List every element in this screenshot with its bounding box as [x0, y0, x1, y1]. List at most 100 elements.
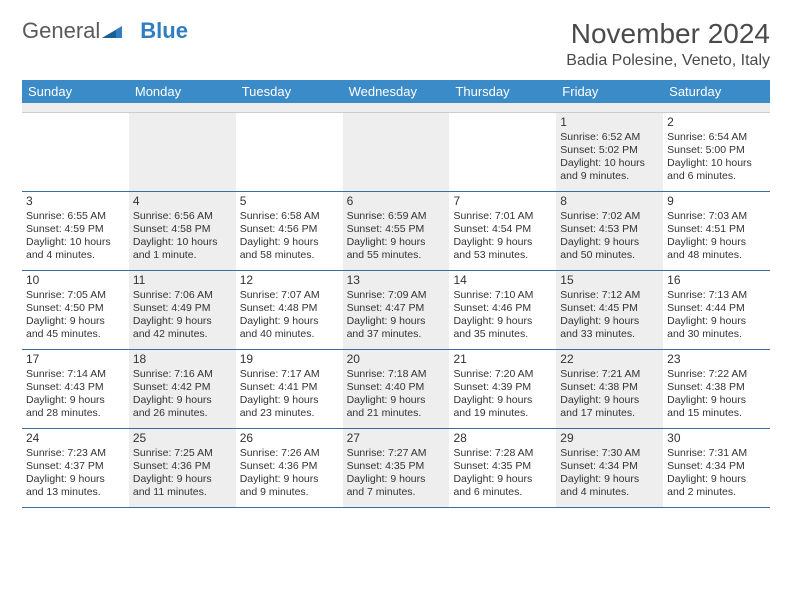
daylight-text: Daylight: 9 hours and 17 minutes.	[560, 394, 659, 420]
calendar-week: 10Sunrise: 7:05 AMSunset: 4:50 PM Dayligh…	[22, 271, 770, 350]
header-spacer	[22, 103, 770, 113]
calendar-cell: 26Sunrise: 7:26 AMSunset: 4:36 PMDayligh…	[236, 429, 343, 507]
daylight-text: Daylight: 9 hours and 23 minutes.	[240, 394, 339, 420]
sunset-text: Sunset: 4:35 PM	[347, 460, 446, 473]
sunrise-text: Sunrise: 7:23 AM	[26, 447, 125, 460]
dayhead-fri: Friday	[556, 80, 663, 103]
sunset-text: Sunset: 5:02 PM	[560, 144, 659, 157]
day-number: 13	[347, 273, 446, 288]
calendar-cell: 8Sunrise: 7:02 AMSunset: 4:53 PMDaylight…	[556, 192, 663, 270]
day-number: 26	[240, 431, 339, 446]
sunset-text: Sunset: 4:34 PM	[667, 460, 766, 473]
sunrise-text: Sunrise: 7:30 AM	[560, 447, 659, 460]
sunrise-text: Sunrise: 7:09 AM	[347, 289, 446, 302]
day-number: 30	[667, 431, 766, 446]
day-number: 20	[347, 352, 446, 367]
daylight-text: Daylight: 9 hours and 50 minutes.	[560, 236, 659, 262]
calendar-cell: 6Sunrise: 6:59 AMSunset: 4:55 PMDaylight…	[343, 192, 450, 270]
day-number: 8	[560, 194, 659, 209]
day-number: 5	[240, 194, 339, 209]
calendar-cell: 23Sunrise: 7:22 AMSunset: 4:38 PMDayligh…	[663, 350, 770, 428]
sunrise-text: Sunrise: 6:59 AM	[347, 210, 446, 223]
calendar-cell: 24Sunrise: 7:23 AMSunset: 4:37 PMDayligh…	[22, 429, 129, 507]
dayhead-thu: Thursday	[449, 80, 556, 103]
sunset-text: Sunset: 4:54 PM	[453, 223, 552, 236]
sunrise-text: Sunrise: 7:28 AM	[453, 447, 552, 460]
day-number: 25	[133, 431, 232, 446]
daylight-text: Daylight: 9 hours and 15 minutes.	[667, 394, 766, 420]
daylight-text: Daylight: 9 hours and 4 minutes.	[560, 473, 659, 499]
day-number: 28	[453, 431, 552, 446]
calendar-day-header: Sunday Monday Tuesday Wednesday Thursday…	[22, 80, 770, 103]
sunrise-text: Sunrise: 7:18 AM	[347, 368, 446, 381]
sunrise-text: Sunrise: 6:56 AM	[133, 210, 232, 223]
calendar-week: 24Sunrise: 7:23 AMSunset: 4:37 PMDayligh…	[22, 429, 770, 508]
day-number: 21	[453, 352, 552, 367]
sunrise-text: Sunrise: 7:14 AM	[26, 368, 125, 381]
sunset-text: Sunset: 4:37 PM	[26, 460, 125, 473]
dayhead-wed: Wednesday	[343, 80, 450, 103]
daylight-text: Daylight: 9 hours and 11 minutes.	[133, 473, 232, 499]
day-number: 14	[453, 273, 552, 288]
daylight-text: Daylight: 9 hours and 37 minutes.	[347, 315, 446, 341]
sunset-text: Sunset: 4:46 PM	[453, 302, 552, 315]
dayhead-sun: Sunday	[22, 80, 129, 103]
sunset-text: Sunset: 4:42 PM	[133, 381, 232, 394]
daylight-text: Daylight: 9 hours and 26 minutes.	[133, 394, 232, 420]
sunrise-text: Sunrise: 7:21 AM	[560, 368, 659, 381]
sunset-text: Sunset: 4:50 PM	[26, 302, 125, 315]
calendar-cell: 11Sunrise: 7:06 AMSunset: 4:49 PMDayligh…	[129, 271, 236, 349]
day-number: 23	[667, 352, 766, 367]
sunrise-text: Sunrise: 7:13 AM	[667, 289, 766, 302]
sunset-text: Sunset: 4:36 PM	[133, 460, 232, 473]
daylight-text: Daylight: 9 hours and 19 minutes.	[453, 394, 552, 420]
daylight-text: Daylight: 10 hours and 1 minute.	[133, 236, 232, 262]
sunset-text: Sunset: 4:51 PM	[667, 223, 766, 236]
dayhead-sat: Saturday	[663, 80, 770, 103]
sunset-text: Sunset: 4:45 PM	[560, 302, 659, 315]
sunrise-text: Sunrise: 7:03 AM	[667, 210, 766, 223]
sunrise-text: Sunrise: 7:02 AM	[560, 210, 659, 223]
daylight-text: Daylight: 9 hours and 55 minutes.	[347, 236, 446, 262]
sunset-text: Sunset: 4:38 PM	[667, 381, 766, 394]
calendar-cell: 18Sunrise: 7:16 AMSunset: 4:42 PMDayligh…	[129, 350, 236, 428]
calendar-cell: 15Sunrise: 7:12 AMSunset: 4:45 PMDayligh…	[556, 271, 663, 349]
daylight-text: Daylight: 9 hours and 28 minutes.	[26, 394, 125, 420]
logo: General Blue	[22, 18, 188, 44]
day-number: 27	[347, 431, 446, 446]
logo-triangle-icon	[102, 18, 122, 44]
daylight-text: Daylight: 10 hours and 9 minutes.	[560, 157, 659, 183]
sunrise-text: Sunrise: 7:05 AM	[26, 289, 125, 302]
day-number: 15	[560, 273, 659, 288]
day-number: 16	[667, 273, 766, 288]
calendar-cell: 3Sunrise: 6:55 AMSunset: 4:59 PMDaylight…	[22, 192, 129, 270]
daylight-text: Daylight: 9 hours and 35 minutes.	[453, 315, 552, 341]
calendar-cell: 20Sunrise: 7:18 AMSunset: 4:40 PMDayligh…	[343, 350, 450, 428]
header: General Blue November 2024 Badia Polesin…	[22, 18, 770, 70]
sunset-text: Sunset: 5:00 PM	[667, 144, 766, 157]
daylight-text: Daylight: 9 hours and 42 minutes.	[133, 315, 232, 341]
calendar-cell: 1Sunrise: 6:52 AMSunset: 5:02 PMDaylight…	[556, 113, 663, 191]
logo-text-2: Blue	[140, 18, 188, 44]
day-number: 10	[26, 273, 125, 288]
sunset-text: Sunset: 4:43 PM	[26, 381, 125, 394]
calendar-cell: 29Sunrise: 7:30 AMSunset: 4:34 PMDayligh…	[556, 429, 663, 507]
day-number: 18	[133, 352, 232, 367]
sunset-text: Sunset: 4:53 PM	[560, 223, 659, 236]
calendar-cell: 19Sunrise: 7:17 AMSunset: 4:41 PMDayligh…	[236, 350, 343, 428]
calendar-cell: 22Sunrise: 7:21 AMSunset: 4:38 PMDayligh…	[556, 350, 663, 428]
calendar-cell: 28Sunrise: 7:28 AMSunset: 4:35 PMDayligh…	[449, 429, 556, 507]
calendar-cell: 16Sunrise: 7:13 AMSunset: 4:44 PMDayligh…	[663, 271, 770, 349]
day-number: 2	[667, 115, 766, 130]
calendar-cell: 21Sunrise: 7:20 AMSunset: 4:39 PMDayligh…	[449, 350, 556, 428]
daylight-text: Daylight: 10 hours and 4 minutes.	[26, 236, 125, 262]
sunrise-text: Sunrise: 7:25 AM	[133, 447, 232, 460]
sunset-text: Sunset: 4:41 PM	[240, 381, 339, 394]
sunrise-text: Sunrise: 6:58 AM	[240, 210, 339, 223]
calendar-cell	[449, 113, 556, 191]
sunrise-text: Sunrise: 7:27 AM	[347, 447, 446, 460]
calendar-cell	[129, 113, 236, 191]
sunrise-text: Sunrise: 7:01 AM	[453, 210, 552, 223]
logo-text-1: General	[22, 18, 100, 44]
day-number: 4	[133, 194, 232, 209]
